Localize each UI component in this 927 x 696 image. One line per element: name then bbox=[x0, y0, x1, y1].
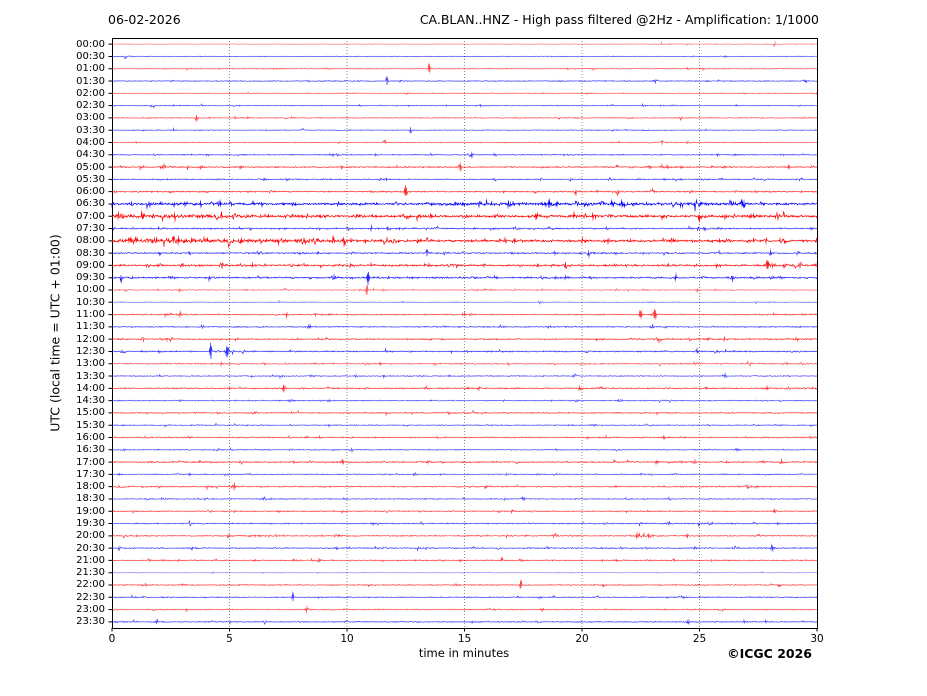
x-tick-label: 20 bbox=[575, 633, 589, 645]
y-tick-label: 03:00 bbox=[76, 112, 105, 124]
y-tick-label: 00:30 bbox=[76, 50, 105, 62]
y-tick-label: 07:00 bbox=[76, 210, 105, 222]
x-tick-label: 15 bbox=[457, 633, 472, 645]
y-tick-label: 14:00 bbox=[76, 382, 105, 394]
y-tick-label: 15:00 bbox=[76, 407, 105, 419]
y-tick-label: 22:00 bbox=[76, 579, 105, 591]
y-tick-label: 22:30 bbox=[76, 591, 105, 603]
y-tick-label: 19:30 bbox=[76, 518, 105, 530]
station-title: CA.BLAN..HNZ - High pass filtered @2Hz -… bbox=[419, 12, 819, 27]
y-tick-label: 20:30 bbox=[76, 542, 105, 554]
y-tick-label: 19:00 bbox=[76, 505, 105, 517]
y-tick-label: 17:30 bbox=[76, 468, 105, 480]
y-tick-label: 04:30 bbox=[76, 149, 105, 161]
y-tick-label: 01:00 bbox=[76, 63, 105, 75]
x-tick-label: 25 bbox=[692, 633, 707, 645]
x-tick-label: 5 bbox=[226, 633, 233, 645]
y-tick-label: 12:00 bbox=[76, 333, 105, 345]
y-tick-label: 00:00 bbox=[76, 38, 105, 50]
y-tick-label: 07:30 bbox=[76, 223, 105, 235]
y-tick-label: 13:30 bbox=[76, 370, 105, 382]
y-tick-label: 16:00 bbox=[76, 431, 105, 443]
y-tick-label: 23:30 bbox=[76, 616, 105, 628]
y-tick-label: 06:30 bbox=[76, 198, 105, 210]
copyright-label: ©ICGC 2026 bbox=[727, 646, 812, 661]
y-tick-label: 23:00 bbox=[76, 604, 105, 616]
y-tick-label: 09:00 bbox=[76, 259, 105, 271]
y-tick-label: 15:30 bbox=[76, 419, 105, 431]
y-tick-label: 14:30 bbox=[76, 395, 105, 407]
y-tick-label: 12:30 bbox=[76, 345, 105, 357]
y-tick-label: 04:00 bbox=[76, 136, 105, 148]
y-tick-label: 03:30 bbox=[76, 124, 105, 136]
y-tick-label: 05:30 bbox=[76, 173, 105, 185]
y-tick-label: 11:30 bbox=[76, 321, 105, 333]
y-tick-label: 21:30 bbox=[76, 567, 105, 579]
y-tick-label: 21:00 bbox=[76, 554, 105, 566]
y-tick-label: 09:30 bbox=[76, 272, 105, 284]
y-tick-label: 08:00 bbox=[76, 235, 105, 247]
y-tick-label: 13:00 bbox=[76, 358, 105, 370]
y-tick-label: 16:30 bbox=[76, 444, 105, 456]
y-tick-label: 05:00 bbox=[76, 161, 105, 173]
y-tick-label: 01:30 bbox=[76, 75, 105, 87]
x-tick-label: 0 bbox=[108, 633, 116, 645]
y-tick-label: 11:00 bbox=[76, 309, 105, 321]
x-axis-label: time in minutes bbox=[418, 646, 510, 660]
y-tick-label: 10:00 bbox=[76, 284, 105, 296]
y-tick-label: 06:00 bbox=[76, 186, 105, 198]
x-tick-label: 10 bbox=[340, 633, 354, 645]
x-tick-label: 30 bbox=[810, 633, 824, 645]
y-tick-label: 20:00 bbox=[76, 530, 105, 542]
y-tick-label: 10:30 bbox=[76, 296, 105, 308]
y-tick-label: 18:00 bbox=[76, 481, 105, 493]
y-tick-label: 02:00 bbox=[76, 87, 105, 99]
y-tick-label: 02:30 bbox=[76, 100, 105, 112]
y-tick-label: 17:00 bbox=[76, 456, 105, 468]
y-tick-label: 08:30 bbox=[76, 247, 105, 259]
y-tick-label: 18:30 bbox=[76, 493, 105, 505]
date-label: 06-02-2026 bbox=[108, 12, 181, 27]
